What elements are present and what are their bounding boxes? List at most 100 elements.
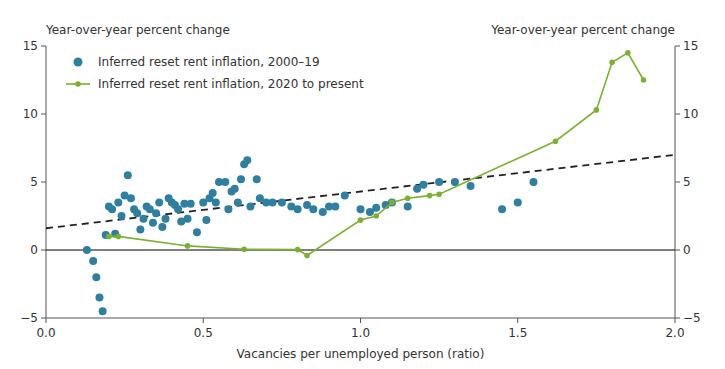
legend-label: Inferred reset rent inflation, 2000–19 bbox=[98, 55, 320, 69]
legend-label: Inferred reset rent inflation, 2020 to p… bbox=[98, 77, 364, 91]
scatter-point bbox=[124, 171, 132, 179]
scatter-point bbox=[467, 182, 475, 190]
y2-tick-label: 0 bbox=[683, 243, 691, 257]
scatter-point bbox=[114, 198, 122, 206]
x-tick bbox=[675, 318, 676, 323]
legend-item: Inferred reset rent inflation, 2020 to p… bbox=[66, 77, 364, 91]
y2-tick bbox=[675, 182, 680, 183]
y-tick bbox=[41, 318, 46, 319]
scatter-point bbox=[341, 192, 349, 200]
scatter-point bbox=[224, 205, 232, 213]
y-tick-label: 5 bbox=[30, 175, 38, 189]
scatter-point bbox=[331, 202, 339, 210]
line-marker bbox=[427, 193, 433, 199]
scatter-point bbox=[319, 208, 327, 216]
trend-line bbox=[46, 155, 675, 228]
scatter-point bbox=[231, 185, 239, 193]
line-marker bbox=[625, 50, 631, 56]
y-tick-label: −5 bbox=[20, 311, 38, 325]
chart: 0.00.51.01.52.0−5051015−5051015Vacancies… bbox=[0, 0, 725, 369]
line-marker bbox=[185, 243, 191, 249]
y-tick-label: 15 bbox=[23, 39, 38, 53]
scatter-point bbox=[212, 198, 220, 206]
scatter-point bbox=[174, 205, 182, 213]
y-tick bbox=[41, 250, 46, 251]
legend-item: Inferred reset rent inflation, 2000–19 bbox=[74, 55, 320, 69]
y2-tick-label: −5 bbox=[683, 311, 701, 325]
scatter-point bbox=[136, 226, 144, 234]
x-tick-label: 1.5 bbox=[508, 326, 527, 340]
scatter-point bbox=[234, 198, 242, 206]
scatter-point bbox=[152, 209, 160, 217]
reference-line bbox=[46, 250, 675, 251]
axes: 0.00.51.01.52.0−5051015−5051015 bbox=[20, 39, 700, 340]
line-marker bbox=[304, 253, 310, 259]
y2-tick bbox=[675, 250, 680, 251]
scatter-point bbox=[202, 216, 210, 224]
y-tick bbox=[41, 114, 46, 115]
line-marker bbox=[389, 200, 395, 206]
y2-tick-label: 5 bbox=[683, 175, 691, 189]
y-tick-label: 10 bbox=[23, 107, 38, 121]
line-marker bbox=[641, 77, 647, 83]
scatter-point bbox=[209, 189, 217, 197]
y2-tick-label: 10 bbox=[683, 107, 698, 121]
line-marker bbox=[116, 234, 122, 240]
scatter-point bbox=[158, 223, 166, 231]
scatter-point bbox=[149, 219, 157, 227]
x-tick-label: 1.0 bbox=[351, 326, 370, 340]
x-tick bbox=[46, 318, 47, 323]
y-tick-label: 0 bbox=[30, 243, 38, 257]
line-marker bbox=[609, 60, 615, 66]
line-marker bbox=[405, 196, 411, 202]
scatter-point bbox=[187, 200, 195, 208]
y-tick bbox=[41, 182, 46, 183]
scatter-point bbox=[95, 294, 103, 302]
scatter-point bbox=[139, 215, 147, 223]
line-marker bbox=[553, 138, 559, 144]
scatter-point bbox=[498, 205, 506, 213]
legend-marker bbox=[75, 81, 81, 87]
y2-tick-label: 15 bbox=[683, 39, 698, 53]
scatter-point bbox=[514, 198, 522, 206]
legend-marker bbox=[74, 58, 83, 67]
y2-tick bbox=[675, 114, 680, 115]
scatter-point bbox=[246, 202, 254, 210]
scatter-point bbox=[127, 194, 135, 202]
x-tick bbox=[517, 318, 518, 323]
x-tick bbox=[203, 318, 204, 323]
scatter-point bbox=[309, 205, 317, 213]
scatter-point bbox=[419, 181, 427, 189]
scatter-point bbox=[435, 178, 443, 186]
y2-tick bbox=[675, 46, 680, 47]
y2-tick bbox=[675, 318, 680, 319]
scatter-point bbox=[99, 307, 107, 315]
line-marker bbox=[594, 107, 600, 113]
x-tick-label: 0.0 bbox=[36, 326, 55, 340]
scatter-point bbox=[268, 198, 276, 206]
scatter-point bbox=[117, 212, 125, 220]
scatter-point bbox=[237, 175, 245, 183]
line-marker bbox=[358, 217, 364, 223]
scatter-point bbox=[372, 204, 380, 212]
x-tick bbox=[360, 318, 361, 323]
scatter-point bbox=[193, 228, 201, 236]
scatter-point bbox=[357, 205, 365, 213]
x-tick-label: 2.0 bbox=[665, 326, 684, 340]
scatter-point bbox=[221, 178, 229, 186]
scatter-point bbox=[92, 273, 100, 281]
y2-axis-label: Year-over-year percent change bbox=[490, 23, 675, 37]
line-marker bbox=[106, 234, 112, 240]
line-marker bbox=[295, 247, 301, 253]
line-marker bbox=[241, 247, 247, 253]
scatter-point bbox=[294, 205, 302, 213]
scatter-point bbox=[404, 202, 412, 210]
y-axis-label: Year-over-year percent change bbox=[45, 23, 230, 37]
scatter-point bbox=[243, 156, 251, 164]
scatter-point bbox=[83, 246, 91, 254]
series bbox=[46, 155, 675, 228]
x-axis-label: Vacancies per unemployed person (ratio) bbox=[237, 347, 485, 361]
scatter-point bbox=[162, 215, 170, 223]
line-marker bbox=[373, 213, 379, 219]
scatter-point bbox=[253, 175, 261, 183]
